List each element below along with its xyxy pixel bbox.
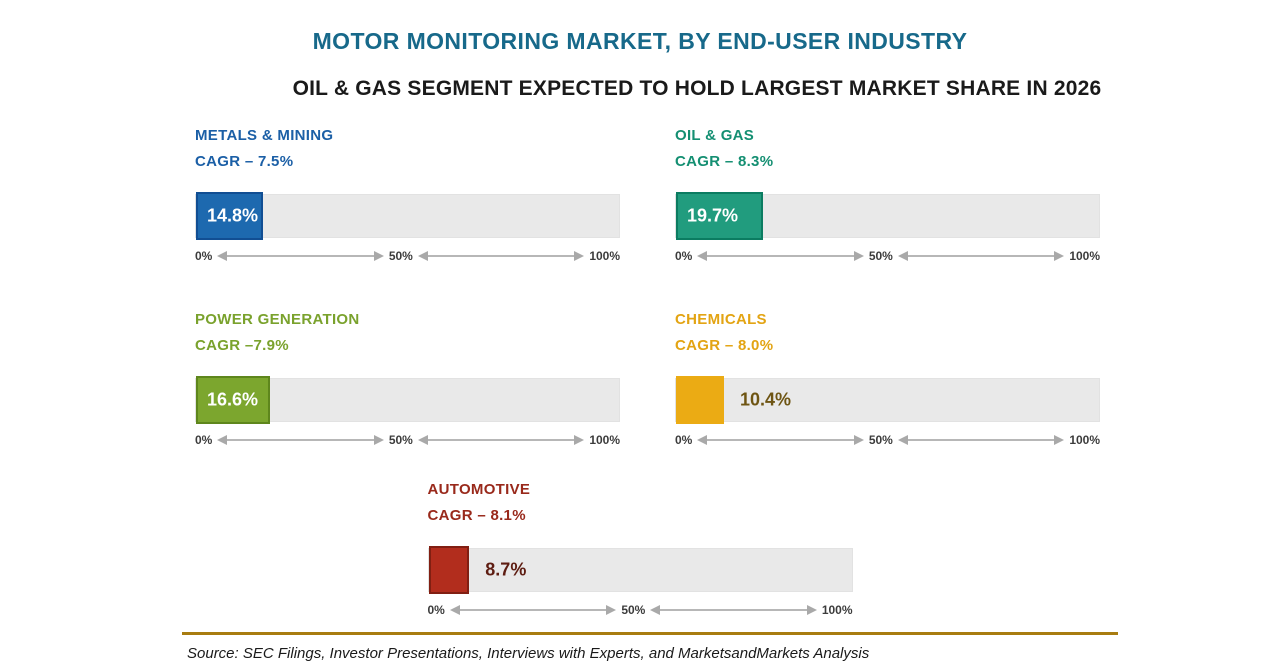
industry-label: OIL & GAS [675,127,755,144]
axis-tick: 50% [868,249,893,263]
bar-value-label: 10.4% [739,389,792,410]
bar-value-label: 19.7% [687,205,739,226]
axis-arrow-icon [697,435,865,445]
axis-tick: 50% [621,603,646,617]
bar-track: 19.7% [675,192,1100,240]
industry-label: POWER GENERATION [195,311,360,328]
mini-chart-chemicals: CHEMICALS CAGR – 8.0% 10.4% 0% 50% 100% [675,312,1100,446]
cagr-label: CAGR – 7.5% [195,153,294,170]
axis-tick: 50% [388,249,413,263]
bar-axis: 0% 50% 100% [195,250,620,262]
bar-track: 10.4% [675,376,1100,424]
axis-arrow-icon [217,251,385,261]
chart-row-2: POWER GENERATION CAGR –7.9% 16.6% 0% 50%… [0,312,1280,446]
source-note: Source: SEC Filings, Investor Presentati… [187,645,870,662]
axis-arrow-icon [650,605,818,615]
industry-label: CHEMICALS [675,311,767,328]
axis-arrow-icon [897,251,1065,261]
axis-tick: 0% [427,603,445,617]
axis-tick: 100% [821,603,853,617]
cagr-label: CAGR – 8.0% [675,337,774,354]
cagr-label: CAGR – 8.1% [427,507,526,524]
axis-arrow-icon [897,435,1065,445]
bar-fill [428,546,470,594]
axis-tick: 100% [1069,249,1101,263]
bar-value-label: 14.8% [207,205,259,226]
axis-tick: 100% [1069,433,1101,447]
axis-tick: 0% [195,433,213,447]
chart-row-3: AUTOMOTIVE CAGR – 8.1% 8.7% 0% 50% 100% [0,482,1280,616]
bar-value-label: 16.6% [207,389,259,410]
bar-track: 14.8% [195,192,620,240]
bar-value-label: 8.7% [485,559,527,580]
bar-axis: 0% 50% 100% [675,250,1100,262]
bar-axis: 0% 50% 100% [428,604,853,616]
axis-arrow-icon [417,251,585,261]
mini-chart-power-generation: POWER GENERATION CAGR –7.9% 16.6% 0% 50%… [195,312,620,446]
axis-arrow-icon [417,435,585,445]
axis-tick: 100% [589,433,621,447]
industry-label: METALS & MINING [195,127,334,144]
chart-row-1: METALS & MINING CAGR – 7.5% 14.8% 0% 50%… [0,128,1280,262]
cagr-label: CAGR – 8.3% [675,153,774,170]
axis-tick: 0% [675,249,693,263]
bar-fill [196,376,271,424]
footer-divider [182,632,1118,635]
axis-tick: 50% [388,433,413,447]
bar-axis: 0% 50% 100% [195,434,620,446]
axis-tick: 0% [675,433,693,447]
axis-tick: 100% [589,249,621,263]
cagr-label: CAGR –7.9% [195,337,289,354]
axis-tick: 0% [195,249,213,263]
axis-arrow-icon [697,251,865,261]
axis-arrow-icon [449,605,617,615]
bar-track: 8.7% [427,546,853,594]
bar-fill [676,192,764,240]
page-title: MOTOR MONITORING MARKET, BY END-USER IND… [312,28,968,54]
bar-fill [196,192,263,240]
page-subtitle: OIL & GAS SEGMENT EXPECTED TO HOLD LARGE… [292,77,1102,100]
axis-arrow-icon [217,435,385,445]
mini-chart-automotive: AUTOMOTIVE CAGR – 8.1% 8.7% 0% 50% 100% [427,481,853,616]
mini-chart-metals-mining: METALS & MINING CAGR – 7.5% 14.8% 0% 50%… [195,128,620,262]
industry-label: AUTOMOTIVE [427,481,531,498]
axis-tick: 50% [868,433,893,447]
bar-fill [676,376,724,424]
bar-axis: 0% 50% 100% [675,434,1100,446]
bar-track: 16.6% [195,376,620,424]
mini-chart-oil-gas: OIL & GAS CAGR – 8.3% 19.7% 0% 50% 100% [675,128,1100,262]
